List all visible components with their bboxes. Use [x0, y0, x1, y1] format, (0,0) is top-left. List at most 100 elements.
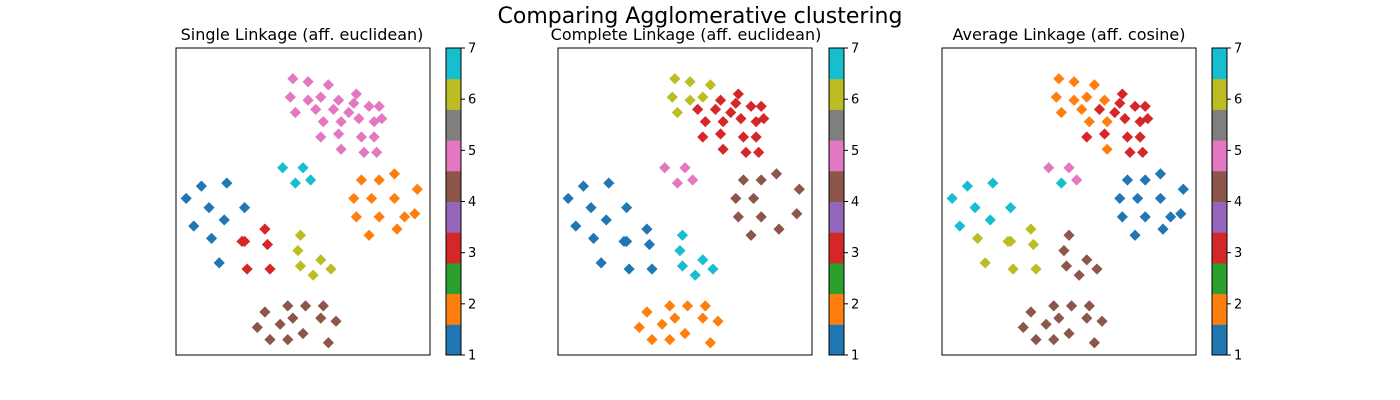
- scatter-point: [659, 162, 671, 174]
- panel-complete-linkage: Complete Linkage (aff. euclidean) 1 2 3 4 5 6…: [551, 25, 860, 364]
- scatter-point: [704, 79, 716, 91]
- scatter-point: [289, 177, 301, 189]
- scatter-point: [773, 223, 785, 235]
- scatter-point: [297, 327, 309, 340]
- scatter-point: [712, 315, 724, 327]
- scatter-point: [1154, 168, 1167, 180]
- colorbar-tick-label: 7: [1234, 42, 1242, 57]
- scatter-point: [373, 100, 385, 112]
- scatter-point: [666, 91, 678, 103]
- colorbar-tick-label: 2: [851, 297, 859, 312]
- scatter-point: [310, 103, 322, 115]
- colorbar-tick-label: 7: [468, 42, 476, 57]
- scatter-point: [274, 318, 286, 330]
- scatter-point: [562, 192, 574, 205]
- scatter-point: [322, 79, 334, 91]
- scatter-point: [332, 128, 345, 140]
- scatter-point: [315, 91, 327, 103]
- scatter-point: [1098, 94, 1111, 106]
- panel-title: Complete Linkage (aff. euclidean): [551, 25, 822, 44]
- scatter-point: [365, 192, 378, 205]
- scatter-point: [689, 269, 701, 281]
- scatter-point: [1083, 116, 1095, 128]
- scatter-point: [1096, 315, 1108, 327]
- scatter-point: [307, 269, 319, 281]
- colorbar-tick-label: 6: [1234, 93, 1242, 108]
- scatter-point: [1116, 88, 1128, 100]
- scatter-point: [1109, 106, 1121, 119]
- scatter-point: [315, 131, 327, 143]
- colorbar-tick-label: 3: [468, 246, 476, 261]
- scatter-point: [755, 211, 767, 223]
- scatter-point: [1065, 300, 1078, 312]
- scatter-point: [620, 202, 633, 214]
- scatter-point: [732, 88, 744, 100]
- scatter-point: [770, 168, 783, 180]
- scatter-point: [238, 202, 251, 214]
- scatter-point: [758, 113, 770, 125]
- scatter-points: [180, 73, 423, 349]
- scatter-point: [1004, 235, 1017, 248]
- colorbar-band: [829, 48, 844, 80]
- colorbar-band: [446, 48, 461, 80]
- figure-title: Comparing Agglomerative clustering: [498, 4, 903, 29]
- scatter-point: [335, 143, 347, 155]
- scatter-point: [259, 306, 271, 318]
- scatter-point: [277, 162, 289, 174]
- colorbar-band: [446, 324, 461, 356]
- axes-frame: [941, 47, 1197, 356]
- scatter-point: [1081, 312, 1093, 324]
- scatter-point: [1063, 229, 1075, 241]
- colorbar-band: [829, 78, 844, 110]
- scatter-point: [1088, 79, 1100, 91]
- scatter-point: [1139, 100, 1151, 112]
- scatter-point: [1055, 177, 1067, 189]
- scatter-point: [745, 100, 757, 112]
- colorbar-tick-label: 2: [1234, 297, 1242, 312]
- scatter-point: [1048, 300, 1060, 312]
- scatter-point: [264, 334, 276, 346]
- colorbar: 1 2 3 4 5 6 7: [828, 42, 859, 364]
- colorbar-band: [1212, 262, 1227, 295]
- scatter-points: [946, 73, 1189, 349]
- colorbar-band: [1212, 324, 1227, 356]
- scatter-point: [684, 94, 696, 106]
- colorbar-tick-label: 6: [851, 93, 859, 108]
- colorbar-tick-label: 4: [468, 195, 476, 210]
- scatter-point: [327, 103, 340, 115]
- scatter-point: [1068, 76, 1080, 88]
- colorbar-band: [446, 78, 461, 110]
- scatter-point: [213, 257, 225, 269]
- scatter-point: [1017, 321, 1029, 333]
- scatter-point: [1060, 260, 1073, 272]
- colorbar-band: [829, 201, 844, 233]
- scatter-point: [755, 100, 767, 112]
- scatter-point: [656, 318, 668, 330]
- scatter-point: [1004, 202, 1017, 214]
- scatter-point: [1088, 337, 1100, 349]
- colorbar-band: [829, 232, 844, 264]
- colorbar-band: [1212, 109, 1227, 141]
- scatter-point: [1124, 146, 1136, 158]
- scatter-point: [350, 88, 362, 100]
- scatter-point: [363, 229, 375, 241]
- scatter-point: [1083, 300, 1095, 312]
- scatter-point: [676, 260, 689, 272]
- scatter-point: [1121, 174, 1134, 186]
- panel-single-linkage: Single Linkage (aff. euclidean) 1 2 3 4 5 6 7: [175, 25, 476, 364]
- colorbar-tick-label: 1: [468, 349, 476, 364]
- scatter-point: [1101, 116, 1113, 128]
- scatter-point: [697, 91, 709, 103]
- scatter-point: [750, 131, 762, 143]
- scatter-point: [289, 106, 301, 119]
- scatter-point: [1025, 306, 1037, 318]
- scatter-point: [302, 76, 314, 88]
- scatter-point: [669, 312, 681, 324]
- scatter-point: [315, 254, 327, 266]
- scatter-point: [730, 97, 742, 109]
- colorbar-band: [829, 293, 844, 325]
- colorbar-tick-label: 3: [851, 246, 859, 261]
- scatter-point: [1030, 263, 1042, 275]
- colorbar-band: [1212, 78, 1227, 110]
- scatter-point: [979, 257, 991, 269]
